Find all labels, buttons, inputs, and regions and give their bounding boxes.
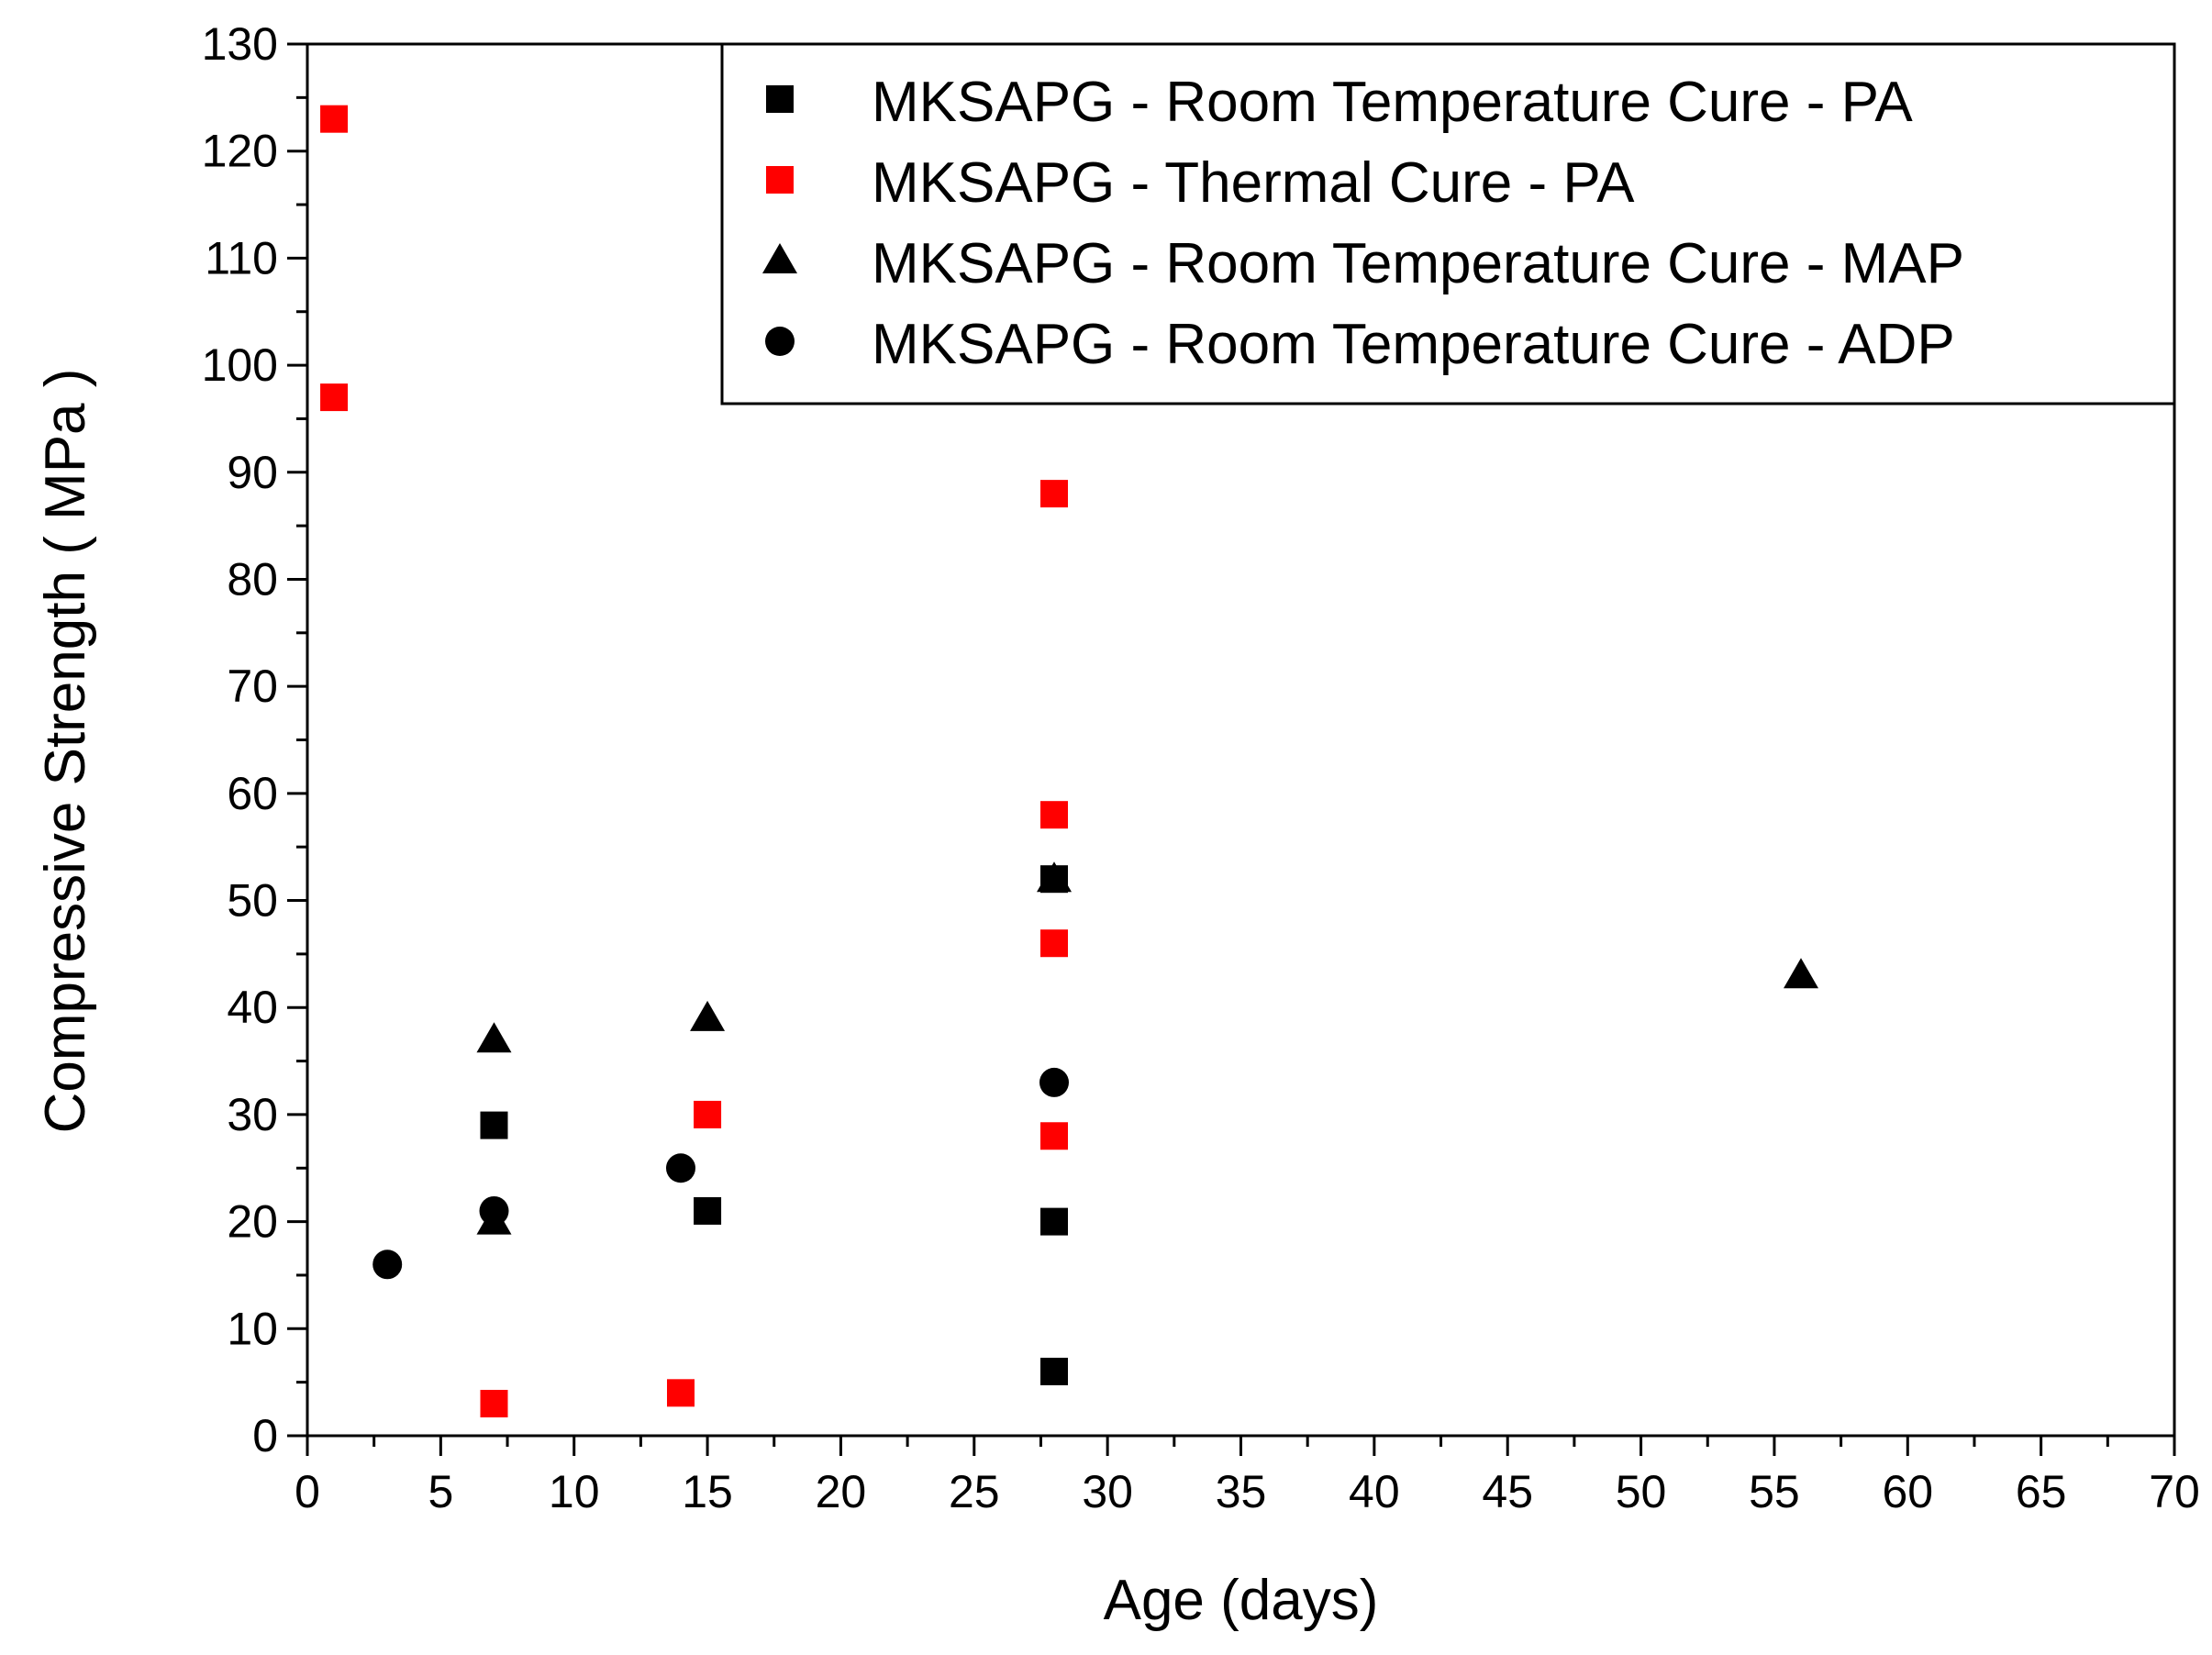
y-tick-label: 40: [227, 982, 278, 1033]
y-tick-label: 110: [205, 232, 278, 283]
legend-label: MKSAPG - Thermal Cure - PA: [872, 151, 1635, 215]
x-tick-label: 55: [1749, 1466, 1800, 1517]
x-axis-title: Age (days): [1104, 1569, 1379, 1632]
data-point: [1040, 929, 1068, 958]
y-tick-label: 50: [227, 875, 278, 927]
data-point: [1040, 480, 1068, 508]
x-tick-label: 50: [1616, 1466, 1667, 1517]
x-tick-label: 40: [1349, 1466, 1400, 1517]
data-point: [476, 1022, 512, 1053]
x-tick-label: 20: [816, 1466, 867, 1517]
y-tick-label: 80: [227, 553, 278, 605]
data-point: [1040, 801, 1068, 829]
data-points: [320, 105, 1818, 1417]
x-tick-label: 70: [2149, 1466, 2200, 1517]
y-axis-ticks: 0 10 20 30 40 50 60 70 80 90 100 110 120 130: [202, 18, 307, 1461]
legend-label: MKSAPG - Room Temperature Cure - PA: [872, 71, 1913, 134]
y-tick-label: 30: [227, 1089, 278, 1140]
data-point: [1040, 1357, 1068, 1385]
x-tick-label: 45: [1482, 1466, 1533, 1517]
y-tick-label: 120: [202, 126, 278, 177]
series-2: [320, 105, 1068, 1417]
legend-box: [720, 42, 2176, 405]
x-tick-label: 5: [428, 1466, 453, 1517]
data-point: [694, 1100, 722, 1128]
legend-marker: [766, 85, 794, 113]
data-point: [320, 383, 349, 412]
series-1: [480, 865, 1068, 1385]
data-point: [1040, 1122, 1068, 1150]
x-axis-ticks: 0 5 10 15 20 25 30 35 40 45 50 55 60 65 70: [295, 1436, 2200, 1517]
data-point: [690, 1000, 726, 1031]
y-tick-label: 10: [227, 1303, 278, 1354]
x-tick-label: 10: [549, 1466, 600, 1517]
x-tick-label: 15: [682, 1466, 733, 1517]
legend-label: MKSAPG - Room Temperature Cure - ADP: [872, 313, 1955, 376]
y-tick-label: 100: [202, 339, 278, 391]
axes: 0 5 10 15 20 25 30 35 40 45 50 55 60 65 70 0 10 20 30 40 50…: [202, 18, 2200, 1517]
y-tick-label: 60: [227, 768, 278, 819]
legend-marker: [762, 243, 797, 273]
data-point: [480, 1389, 508, 1417]
data-point: [666, 1153, 695, 1183]
data-point: [1039, 1067, 1069, 1097]
series-4: [372, 1067, 1069, 1280]
data-point: [320, 105, 349, 133]
y-tick-label: 70: [227, 661, 278, 712]
y-tick-label: 90: [227, 447, 278, 498]
data-point: [372, 1250, 403, 1280]
data-point: [694, 1196, 722, 1225]
x-tick-label: 60: [1882, 1466, 1933, 1517]
legend-marker: [765, 327, 795, 356]
data-point: [1037, 861, 1072, 893]
legend-marker: [766, 166, 794, 194]
data-point: [667, 1379, 695, 1407]
legend: MKSAPG - Room Temperature Cure - PA MKSAP…: [720, 42, 2176, 405]
y-tick-label: 130: [202, 18, 278, 70]
y-tick-label: 20: [227, 1196, 278, 1248]
x-tick-label: 35: [1216, 1466, 1267, 1517]
x-tick-label: 25: [949, 1466, 1000, 1517]
data-point: [479, 1195, 509, 1226]
legend-label: MKSAPG - Room Temperature Cure - MAP: [872, 232, 1964, 295]
x-tick-label: 30: [1082, 1466, 1133, 1517]
data-point: [1784, 958, 1818, 989]
y-tick-label: 0: [252, 1410, 278, 1461]
x-tick-label: 0: [295, 1466, 320, 1517]
data-point: [480, 1111, 508, 1139]
x-tick-label: 65: [2016, 1466, 2067, 1517]
y-axis-title: Compressive Strength ( MPa ): [34, 369, 97, 1134]
data-point: [1040, 1207, 1068, 1236]
